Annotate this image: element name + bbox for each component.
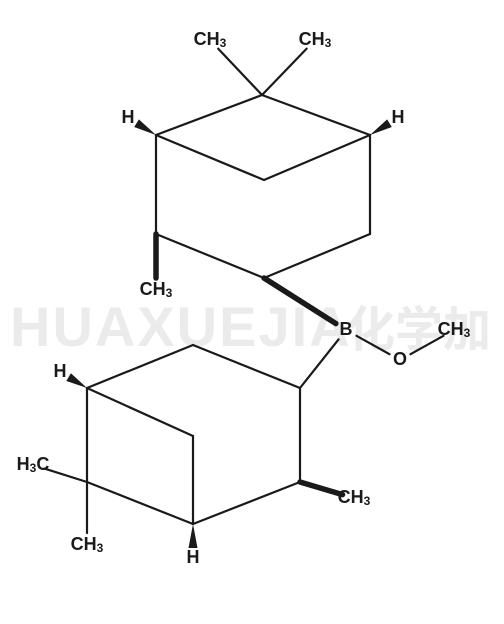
bond — [218, 49, 262, 95]
svg-text:HUAXUEJIA: HUAXUEJIA — [10, 295, 352, 358]
bond — [156, 135, 264, 180]
atom-label: CH3 — [338, 487, 371, 508]
atom-label: CH3 — [194, 29, 227, 50]
atom-label: H — [54, 361, 67, 381]
atom-label: H — [392, 107, 405, 127]
atom-label: CH3 — [299, 29, 332, 50]
bond — [87, 388, 193, 436]
bond — [156, 234, 264, 278]
wedge-bond — [66, 373, 87, 388]
atom-label: CH3 — [140, 279, 173, 300]
atom-label: B — [340, 319, 353, 339]
bond — [262, 49, 307, 95]
atom-label: H — [187, 547, 200, 567]
bond — [156, 95, 262, 135]
bond — [264, 135, 370, 180]
bond — [44, 469, 87, 482]
atom-label: CH3 — [71, 534, 104, 555]
wedge-bond — [189, 524, 198, 548]
bond — [87, 482, 193, 524]
atom-label: O — [393, 349, 407, 369]
bond — [300, 482, 342, 495]
bond — [193, 482, 300, 524]
bond — [264, 234, 370, 278]
wedge-bond — [134, 119, 156, 135]
atom-label: H — [122, 107, 135, 127]
atom-label: H3C — [17, 454, 50, 475]
bond — [262, 95, 370, 135]
wedge-bond — [370, 119, 392, 135]
